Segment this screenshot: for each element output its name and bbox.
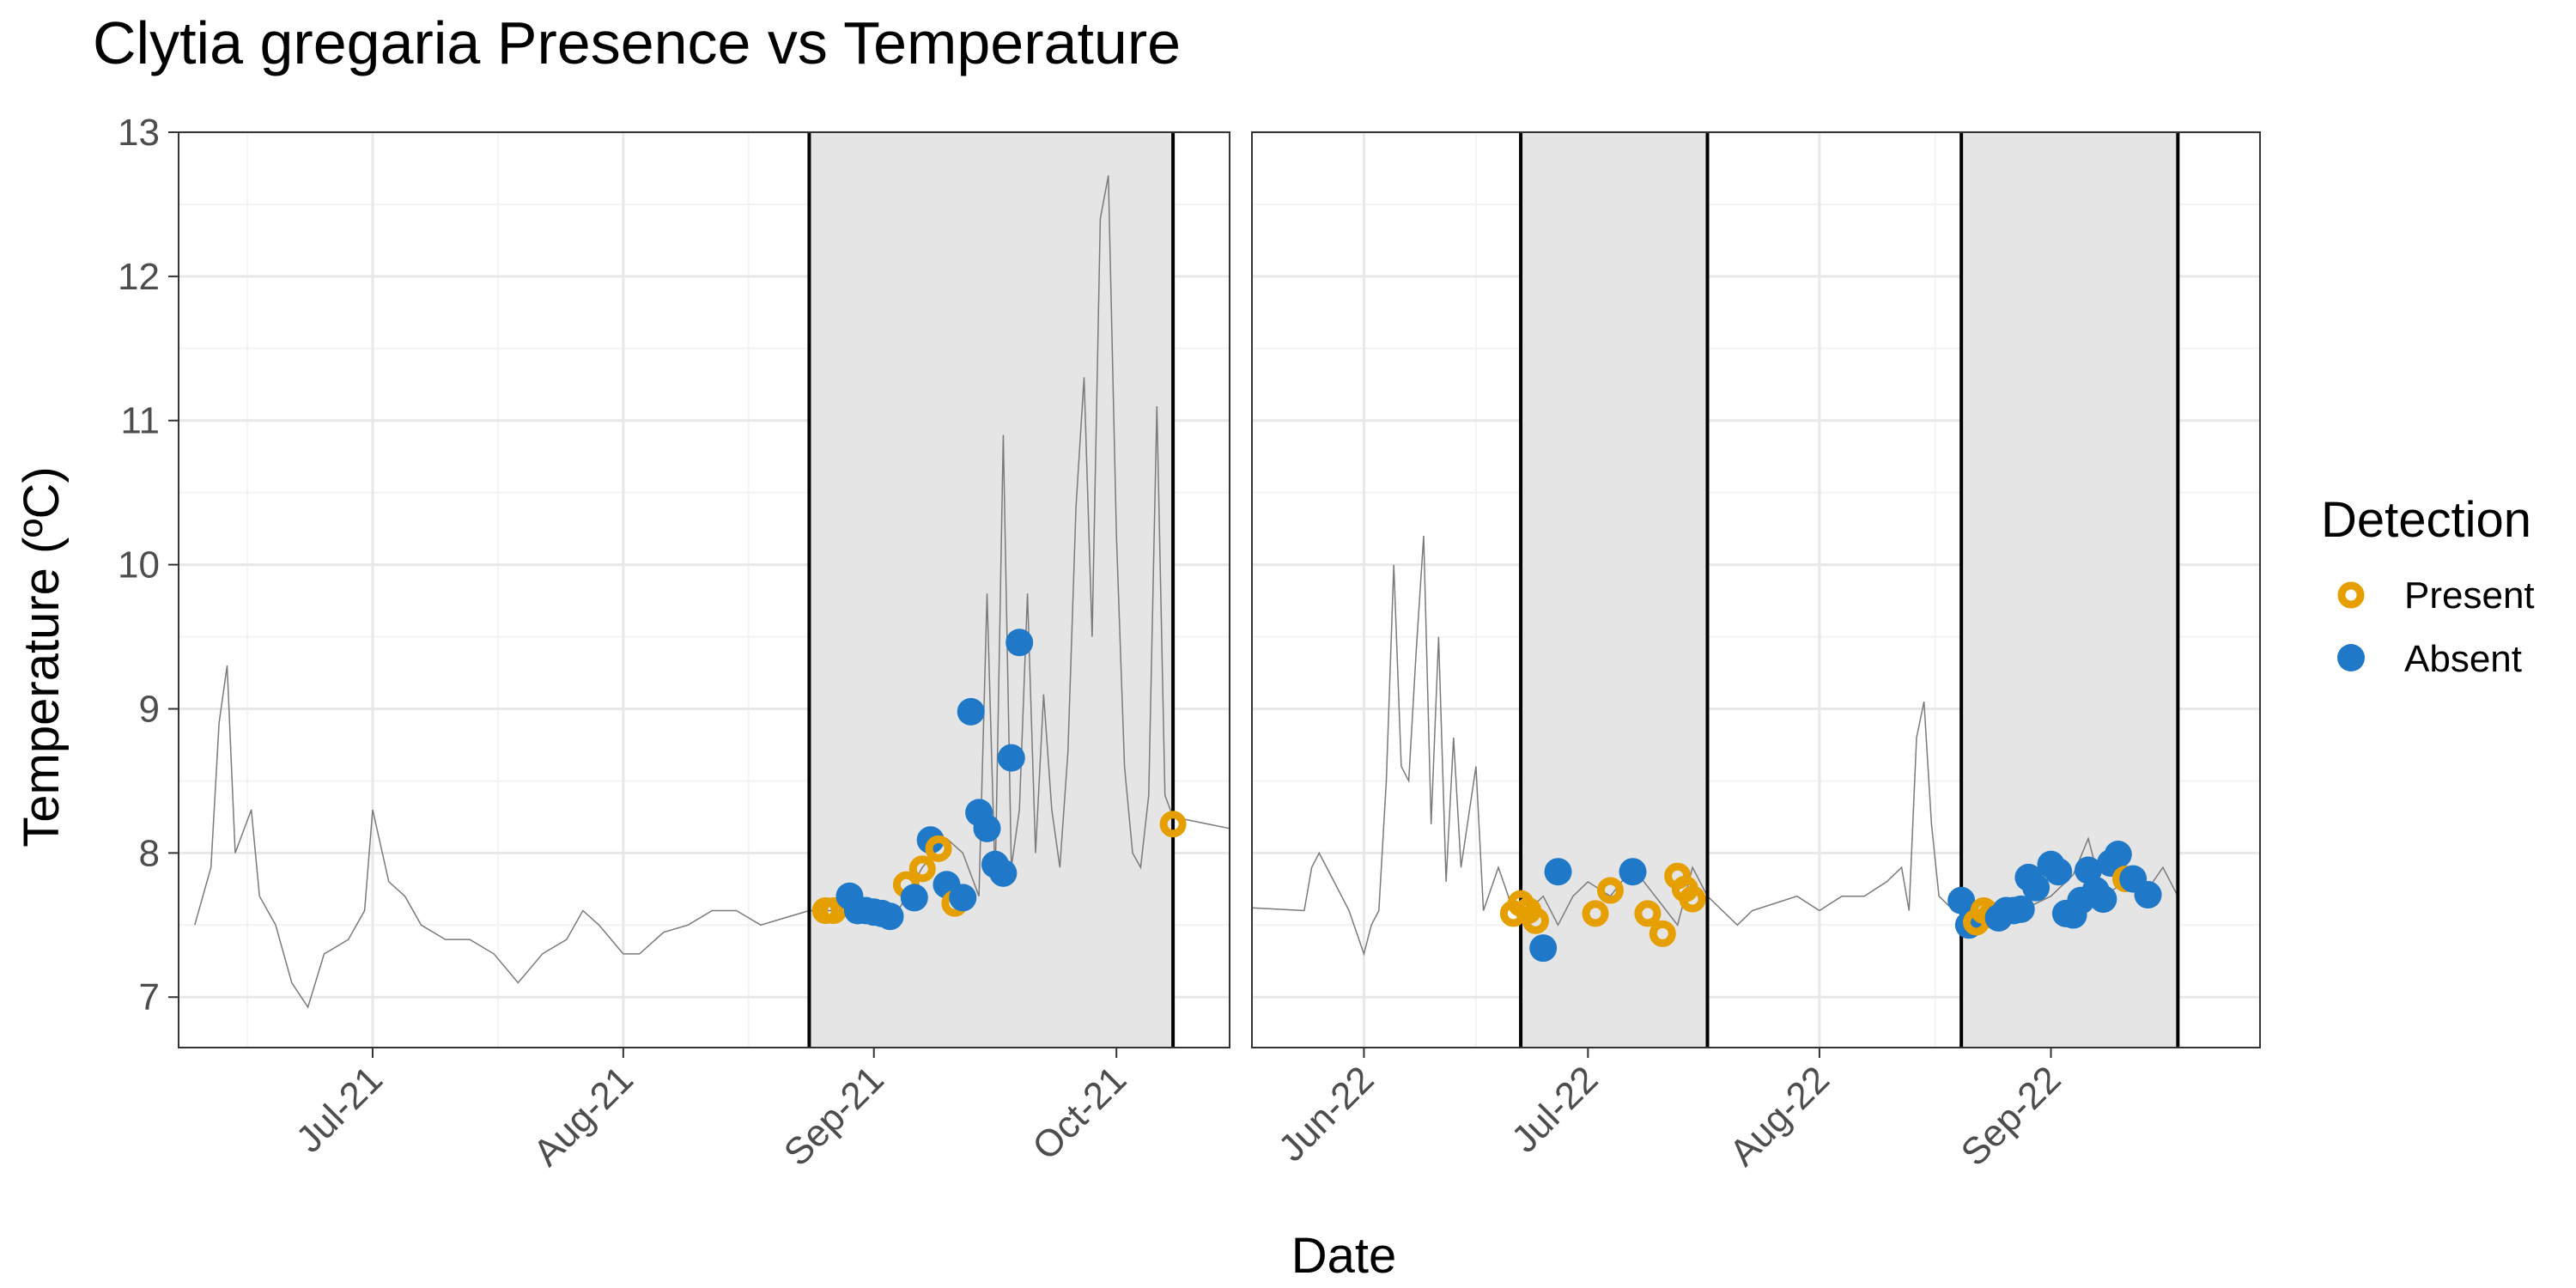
point-absent <box>1619 858 1647 886</box>
point-present <box>1596 877 1624 904</box>
x-tick-label: Jul-21 <box>289 1058 391 1160</box>
x-tick-label: Aug-22 <box>1722 1058 1838 1174</box>
point-absent <box>2089 885 2117 914</box>
x-tick-label: Jun-22 <box>1271 1058 1382 1170</box>
panel-2021: Jul-21 Aug-21 Sep-21 Oct-21 <box>178 131 1230 1174</box>
point-absent <box>949 884 977 912</box>
y-axis-title: Temperature (ºC) <box>14 466 70 847</box>
point-absent <box>957 697 985 726</box>
point-absent <box>1947 886 1976 914</box>
point-present <box>1634 900 1662 927</box>
point-present <box>1159 811 1187 838</box>
temperature-line <box>194 175 1230 1009</box>
x-tick-label: Sep-22 <box>1953 1058 2069 1174</box>
shaded-period <box>809 132 1174 1048</box>
point-absent <box>2022 873 2050 902</box>
legend-present-label: Present <box>2404 574 2535 617</box>
point-present <box>1679 885 1706 913</box>
x-tick-label: Aug-21 <box>526 1058 641 1174</box>
y-tick-label: 9 <box>139 688 160 730</box>
point-absent <box>2104 841 2132 869</box>
y-tick-label: 8 <box>139 832 160 874</box>
point-absent <box>989 859 1018 887</box>
point-absent <box>900 884 928 912</box>
point-absent <box>876 902 904 931</box>
panel-2022: Jun-22 Jul-22 Aug-22 Sep-22 <box>1251 131 2261 1174</box>
point-present <box>820 897 848 925</box>
legend-absent-marker <box>2337 644 2365 671</box>
point-present <box>925 835 952 862</box>
legend: Detection Present Absent <box>2321 492 2535 680</box>
point-absent <box>997 744 1025 772</box>
shaded-period <box>1521 132 1708 1048</box>
y-tick-label: 7 <box>139 976 160 1018</box>
legend-absent-label: Absent <box>2404 638 2522 680</box>
x-tick-label: Sep-21 <box>776 1058 892 1174</box>
chart-title: Clytia gregaria Presence vs Temperature <box>93 9 1181 76</box>
y-axis: 7 8 9 10 11 12 13 <box>118 112 179 1018</box>
x-axis-title: Date <box>1291 1228 1397 1284</box>
y-tick-label: 13 <box>118 112 160 154</box>
point-present <box>908 855 936 883</box>
y-tick-label: 10 <box>118 544 160 586</box>
panel-border <box>178 131 1230 1048</box>
y-tick-label: 12 <box>118 256 160 298</box>
point-absent <box>973 814 1001 842</box>
point-absent <box>1005 629 1034 657</box>
point-absent <box>2044 858 2073 886</box>
y-tick-label: 11 <box>120 400 160 442</box>
point-absent <box>1529 934 1558 963</box>
x-tick-label: Jul-22 <box>1504 1058 1606 1160</box>
legend-title: Detection <box>2321 492 2531 548</box>
point-present <box>1522 907 1549 934</box>
panel-border <box>1251 131 2261 1048</box>
point-present <box>1582 900 1609 927</box>
point-absent <box>1544 858 1572 886</box>
legend-present-marker <box>2337 581 2365 609</box>
point-absent <box>2007 895 2035 923</box>
point-absent <box>2134 881 2162 909</box>
x-tick-label: Oct-21 <box>1024 1058 1134 1168</box>
point-present <box>1649 920 1676 947</box>
